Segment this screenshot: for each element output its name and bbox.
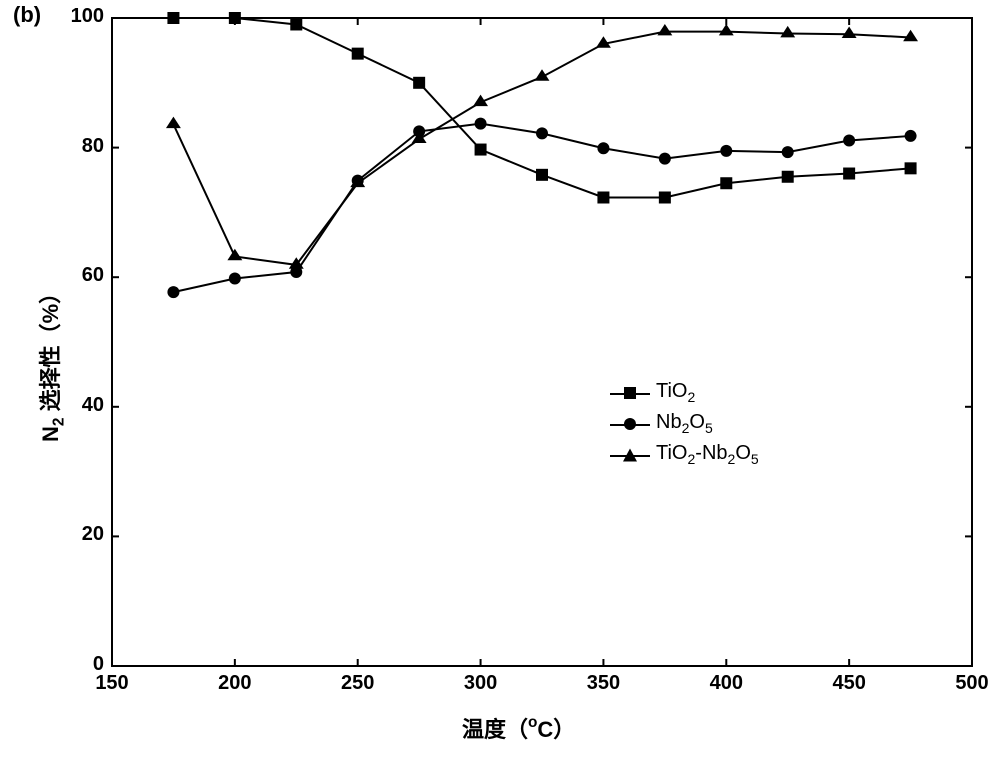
data-marker [842,27,857,38]
data-marker [903,30,918,41]
legend-label: Nb2O5 [656,411,713,436]
data-marker [229,12,241,24]
y-tick-label: 0 [54,653,104,676]
data-marker [659,153,671,165]
square-icon [624,387,636,399]
data-marker [720,177,732,189]
y-tick-label: 80 [54,135,104,158]
data-marker [659,191,671,203]
data-marker [229,272,241,284]
data-marker [597,191,609,203]
data-marker [905,130,917,142]
data-marker [720,145,732,157]
data-marker [475,118,487,130]
x-tick-label: 250 [328,672,388,695]
legend-item-TiO2: TiO2 [610,380,759,405]
legend-swatch [610,414,650,434]
plot-border [112,18,972,666]
data-marker [536,127,548,139]
data-marker [843,168,855,180]
data-marker [227,249,242,260]
chart-svg [0,0,1000,762]
legend-item-TiO2-Nb2O5: TiO2-Nb2O5 [610,442,759,467]
x-tick-label: 300 [451,672,511,695]
legend-item-Nb2O5: Nb2O5 [610,411,759,436]
x-tick-label: 200 [205,672,265,695]
data-marker [290,18,302,30]
data-marker [536,169,548,181]
legend-swatch [610,383,650,403]
triangle-icon [623,448,637,461]
data-marker [657,24,672,35]
x-tick-label: 450 [819,672,879,695]
x-tick-label: 500 [942,672,1000,695]
data-marker [413,77,425,89]
data-marker [843,134,855,146]
data-marker [780,26,795,37]
data-marker [167,286,179,298]
data-marker [475,144,487,156]
x-tick-label: 350 [573,672,633,695]
legend-label: TiO2-Nb2O5 [656,442,759,467]
data-marker [167,12,179,24]
series-line-Nb2O5 [173,124,910,292]
data-marker [597,142,609,154]
circle-icon [624,418,636,430]
legend: TiO2 Nb2O5 TiO2-Nb2O5 [610,380,759,467]
series-line-TiO2-Nb2O5 [173,32,910,265]
y-axis-label: N2 选择性（%） [33,282,68,442]
data-marker [782,171,794,183]
panel-label: (b) [13,2,41,28]
y-tick-label: 100 [54,5,104,28]
x-axis-label: 温度（oC） [462,712,575,744]
data-marker [719,24,734,35]
data-marker [166,117,181,128]
data-marker [352,48,364,60]
legend-swatch [610,445,650,465]
x-tick-label: 400 [696,672,756,695]
legend-label: TiO2 [656,380,695,405]
data-marker [782,146,794,158]
y-tick-label: 20 [54,523,104,546]
data-marker [905,162,917,174]
